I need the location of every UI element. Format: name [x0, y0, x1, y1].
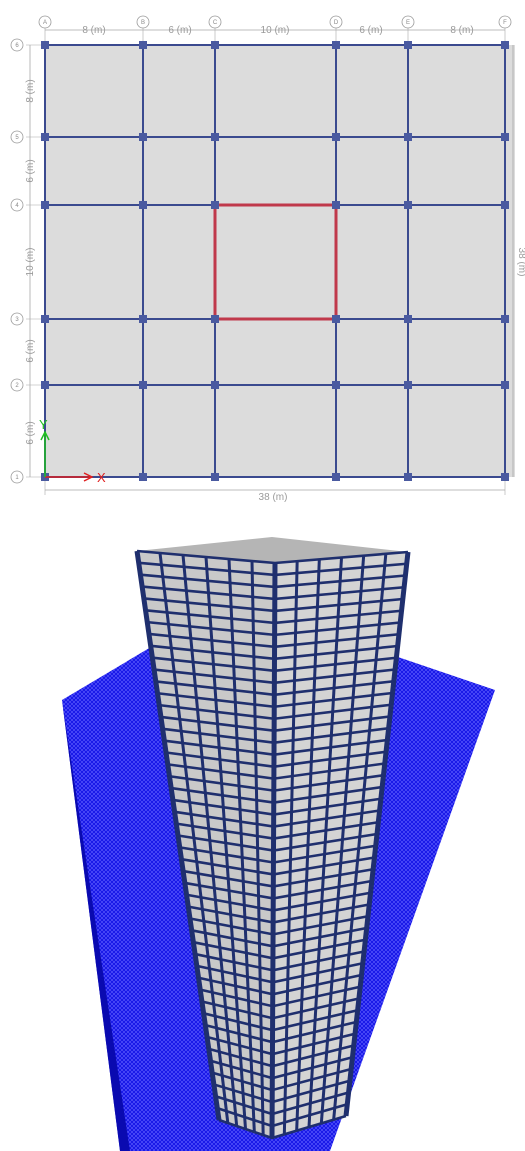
- column: [501, 381, 509, 389]
- tower-column: [204, 556, 247, 1130]
- grid-bubble-x: [38, 15, 52, 29]
- column: [211, 133, 219, 141]
- column: [41, 133, 49, 141]
- tower-column: [282, 561, 299, 1135]
- grid-bubble-y-label: 1: [15, 475, 19, 481]
- grid-bubble-y: [10, 38, 24, 52]
- column: [139, 473, 147, 481]
- y-axis-label: Y: [39, 417, 48, 432]
- grid-bubble-y-label: 4: [15, 203, 19, 209]
- grid-bubble-y: [10, 470, 24, 484]
- column: [332, 473, 340, 481]
- x-axis-label: X: [97, 470, 106, 485]
- column: [332, 133, 340, 141]
- columns: [41, 41, 509, 481]
- grid-bubble-x: [208, 15, 222, 29]
- grid-bubble-y: [10, 198, 24, 212]
- tower-column: [250, 560, 265, 1136]
- tower-column: [332, 553, 388, 1120]
- tower-column: [343, 551, 411, 1117]
- column: [501, 315, 509, 323]
- column: [332, 41, 340, 49]
- column: [41, 315, 49, 323]
- grid-bubble-x-label: D: [334, 20, 339, 26]
- grid-bubble-x-label: B: [141, 20, 145, 26]
- column: [139, 201, 147, 209]
- grid-bubble-x-label: E: [406, 20, 410, 26]
- tower-column: [319, 555, 366, 1124]
- grid-bubble-y: [10, 312, 24, 326]
- floor-plan: A B C D E F 1 2 3 4 5 6 8 (m) 6 (m) 10 (m) 6 (m) 8 …: [10, 15, 525, 503]
- column: [404, 201, 412, 209]
- x-spacing-2: 6 (m): [168, 25, 191, 36]
- y-spacing-2: 6 (m): [25, 159, 36, 182]
- column: [501, 133, 509, 141]
- grid-bubble-y-label: 2: [15, 383, 19, 389]
- y-spacing-1: 8 (m): [25, 79, 36, 102]
- column: [404, 41, 412, 49]
- grid-bubble-y-label: 5: [15, 135, 19, 141]
- x-spacing-5: 8 (m): [450, 25, 473, 36]
- grid-bubble-x: [498, 15, 512, 29]
- column: [211, 41, 219, 49]
- column: [41, 201, 49, 209]
- x-spacing-4: 6 (m): [359, 25, 382, 36]
- column: [211, 381, 219, 389]
- column: [332, 315, 340, 323]
- grid-bubble-x: [136, 15, 150, 29]
- foundation-mat-edge: [62, 700, 130, 1151]
- tower-column: [181, 554, 239, 1127]
- grid-bubble-x-label: C: [213, 20, 218, 26]
- grid-bubble-x: [329, 15, 343, 29]
- column: [139, 133, 147, 141]
- y-axis-arrowhead: [40, 430, 50, 441]
- tower-frame: [134, 537, 411, 1140]
- slab-area: [45, 45, 515, 477]
- column: [332, 381, 340, 389]
- column: [139, 41, 147, 49]
- total-y-dimension: 38 (m): [516, 248, 525, 277]
- y-spacing-3: 10 (m): [25, 248, 36, 277]
- tower-column: [307, 557, 343, 1128]
- y-spacing-5: 6 (m): [25, 421, 36, 444]
- column: [211, 473, 219, 481]
- grid-bubble-y: [10, 378, 24, 392]
- column: [404, 381, 412, 389]
- column: [404, 473, 412, 481]
- column: [41, 41, 49, 49]
- column: [404, 133, 412, 141]
- y-spacing-4: 6 (m): [25, 339, 36, 362]
- grid-bubble-y-label: 3: [15, 317, 19, 323]
- tower-column: [134, 550, 222, 1121]
- total-x-dimension: 38 (m): [259, 492, 288, 503]
- column: [404, 315, 412, 323]
- x-axis-arrowhead: [83, 472, 94, 482]
- x-spacing-1: 8 (m): [82, 25, 105, 36]
- column: [501, 201, 509, 209]
- column: [139, 315, 147, 323]
- column: [501, 41, 509, 49]
- x-spacing-3: 10 (m): [261, 25, 290, 36]
- column: [139, 381, 147, 389]
- grid-bubble-y-label: 6: [15, 43, 19, 49]
- tower-column: [158, 552, 230, 1124]
- tower-column: [227, 558, 256, 1133]
- column: [501, 473, 509, 481]
- tower-column: [295, 559, 321, 1131]
- grid-bubble-y: [10, 130, 24, 144]
- column: [332, 201, 340, 209]
- tower-column: [269, 562, 278, 1139]
- grid-bubbles: A B C D E F 1 2 3 4 5 6: [10, 15, 512, 484]
- column: [41, 381, 49, 389]
- column: [211, 315, 219, 323]
- tower-3d-model: [62, 537, 495, 1151]
- core-wall: [213, 203, 338, 321]
- grid-bubble-x: [401, 15, 415, 29]
- column: [211, 201, 219, 209]
- grid-bubble-x-label: A: [43, 20, 47, 26]
- grid-bubble-x-label: F: [503, 20, 507, 26]
- tower-left-face: [137, 551, 275, 1138]
